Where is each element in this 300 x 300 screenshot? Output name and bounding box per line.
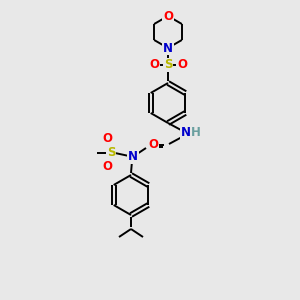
Text: O: O bbox=[163, 10, 173, 22]
Text: N: N bbox=[181, 127, 191, 140]
Text: O: O bbox=[149, 58, 159, 71]
Text: O: O bbox=[102, 160, 112, 173]
Text: O: O bbox=[102, 133, 112, 146]
Text: S: S bbox=[107, 146, 115, 160]
Text: O: O bbox=[177, 58, 187, 71]
Text: N: N bbox=[163, 41, 173, 55]
Text: H: H bbox=[191, 127, 201, 140]
Text: O: O bbox=[148, 139, 158, 152]
Text: S: S bbox=[164, 58, 172, 71]
Text: N: N bbox=[128, 151, 138, 164]
